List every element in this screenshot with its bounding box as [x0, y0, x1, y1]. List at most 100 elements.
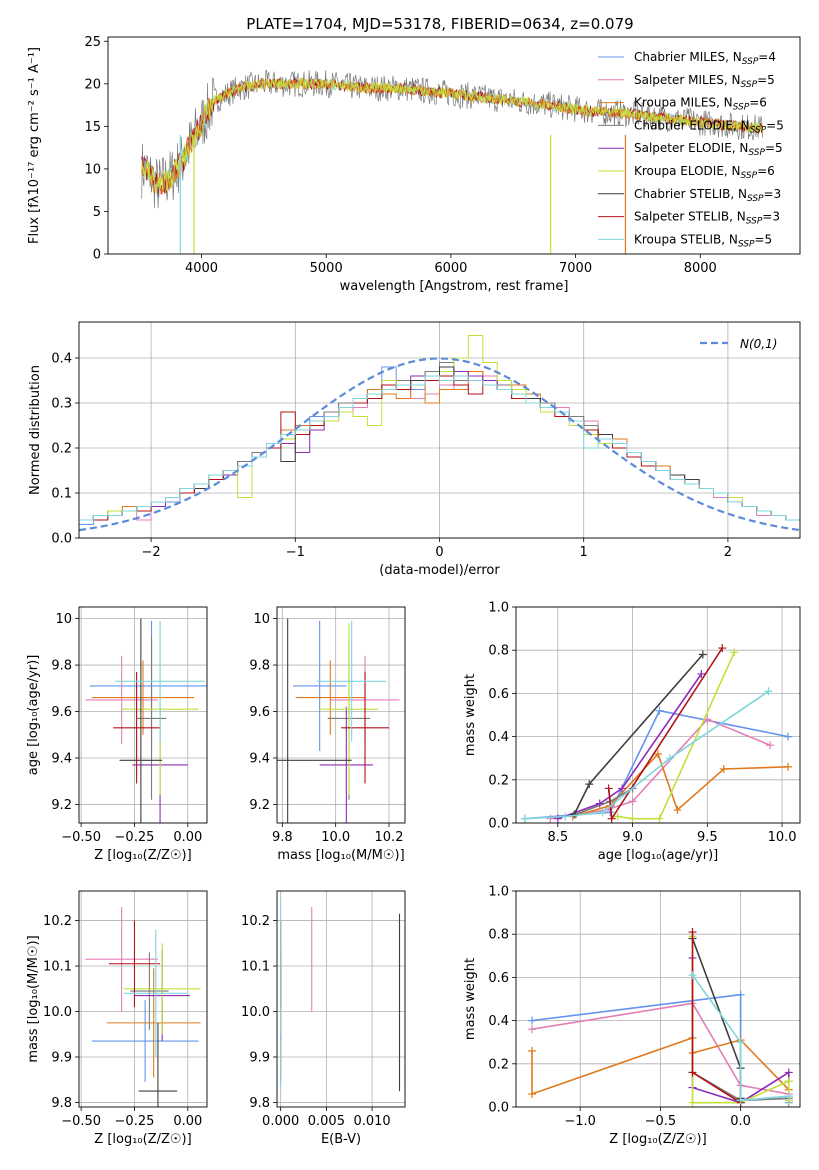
legend-entry: Salpeter MILES, NSSP=5	[634, 73, 775, 90]
age-vs-Z-ylabel: age [log₁₀(age/yr)]	[26, 655, 41, 776]
weight-vs-age-ytick-label: 0.0	[488, 817, 509, 832]
spectrum-xtick-label: 7000	[559, 261, 592, 276]
legend-rest: =6	[757, 164, 775, 178]
legend-entry: Kroupa STELIB, NSSP=5	[634, 232, 772, 249]
legend-subscript: SSP	[747, 194, 764, 204]
mass-vs-Z-xtick-label: −0.25	[115, 1114, 155, 1129]
legend-entry: Chabrier MILES, NSSP=4	[634, 50, 776, 67]
age-vs-Z-ytick-label: 10	[55, 612, 72, 627]
weight-vs-age-marker	[628, 814, 637, 823]
legend-entry: Salpeter STELIB, NSSP=3	[634, 210, 780, 227]
weight-vs-age-marker	[598, 808, 607, 817]
weight-vs-age-plot	[520, 644, 793, 823]
weight-vs-Z-marker	[784, 1092, 793, 1101]
mass-vs-Z-ytick-label: 10.1	[43, 960, 72, 975]
legend-rest: =4	[758, 50, 776, 64]
mass-vs-EBV-ytick-label: 10.2	[241, 914, 270, 929]
weight-vs-Z-ytick-label: 0.6	[488, 971, 509, 986]
mass-vs-Z-ytick-label: 10.2	[43, 914, 72, 929]
weight-vs-age-series-0	[524, 709, 789, 820]
weight-vs-age-marker	[784, 762, 793, 771]
residuals-ytick-label: 0.1	[51, 487, 72, 502]
age-vs-Z-xtick-label: −0.50	[61, 830, 101, 845]
mass-vs-EBV-xtick-label: 0.010	[353, 1114, 390, 1129]
legend-subscript: SSP	[741, 80, 758, 90]
residuals-ylabel: Normed distribution	[28, 365, 43, 495]
legend-rest: =3	[762, 210, 780, 224]
mass-vs-EBV-ytick-label: 10.0	[241, 1005, 270, 1020]
mass-vs-Z-xtick-label: 0.00	[173, 1114, 202, 1129]
weight-vs-age-xtick-label: 10.0	[768, 830, 797, 845]
weight-vs-Z-marker	[688, 971, 697, 980]
legend-subscript: SSP	[738, 239, 755, 249]
weight-vs-age-marker	[697, 669, 706, 678]
weight-vs-Z-series-8	[691, 974, 789, 1102]
weight-vs-age-ytick-label: 0.8	[488, 644, 509, 659]
histogram-8	[79, 375, 800, 538]
weight-vs-age-series-4	[557, 673, 702, 820]
legend-rest: =5	[754, 232, 772, 246]
mass-vs-EBV-plot	[280, 897, 401, 1092]
legend-rest: =5	[766, 118, 784, 132]
spectrum-xlabel: wavelength [Angstrom, rest frame]	[340, 279, 569, 294]
spectrum-model-line	[141, 77, 763, 195]
mass-vs-EBV-xtick-label: 0.005	[308, 1114, 345, 1129]
legend-subscript: SSP	[748, 148, 765, 158]
weight-vs-age-marker	[585, 780, 594, 789]
spectrum-ytick-label: 10	[84, 162, 101, 177]
weight-vs-age-marker	[784, 732, 793, 741]
weight-vs-Z-marker	[784, 1068, 793, 1077]
age-vs-mass-xtick-label: 10.2	[375, 830, 404, 845]
weight-vs-age-marker	[698, 650, 707, 659]
residuals-xtick-label: −2	[142, 545, 161, 560]
residuals-xtick-label: 0	[435, 545, 443, 560]
spectrum-xtick-label: 5000	[310, 261, 343, 276]
weight-vs-age-marker	[546, 814, 555, 823]
weight-vs-age-marker	[665, 754, 674, 763]
spectrum-ytick-label: 25	[84, 35, 101, 50]
weight-vs-Z-marker	[688, 928, 697, 937]
residuals-ytick-label: 0.0	[51, 532, 72, 547]
age-vs-mass-xtick-label: 9.8	[272, 830, 293, 845]
legend-rest: =5	[757, 73, 775, 87]
weight-vs-age-xtick-label: 9.0	[622, 830, 643, 845]
weight-vs-age-marker	[520, 814, 529, 823]
weight-vs-age-marker	[553, 814, 562, 823]
age-vs-Z-ytick-label: 9.2	[51, 798, 72, 813]
legend-entry: Chabrier STELIB, NSSP=3	[634, 187, 781, 204]
age-vs-mass-ytick-label: 9.6	[249, 705, 270, 720]
age-vs-mass-ytick-label: 9.4	[249, 751, 270, 766]
spectrum-ytick-label: 15	[84, 120, 101, 135]
residuals-xlabel: (data-model)/error	[379, 563, 500, 578]
legend-subscript: SSP	[741, 171, 758, 181]
weight-vs-Z-ytick-label: 1.0	[488, 885, 509, 900]
weight-vs-Z-ylabel: mass weight	[463, 958, 478, 1040]
age-vs-mass-ytick-label: 9.8	[249, 659, 270, 674]
legend-entry: Salpeter ELODIE, NSSP=5	[634, 141, 783, 158]
weight-vs-age-series-6	[573, 653, 704, 815]
mass-vs-Z-frame	[78, 890, 208, 1108]
weight-vs-age-ytick-label: 0.2	[488, 773, 509, 788]
gaussian-curve	[79, 357, 800, 532]
weight-vs-age-marker	[764, 687, 773, 696]
mass-vs-EBV-xtick-label: 0.000	[262, 1114, 299, 1129]
weight-vs-age-marker	[595, 799, 604, 808]
weight-vs-age-marker	[561, 812, 570, 821]
weight-vs-Z-ytick-label: 0.2	[488, 1057, 509, 1072]
weight-vs-age-ytick-label: 0.6	[488, 687, 509, 702]
weight-vs-age-series-5	[617, 652, 735, 820]
spectrum-ytick-label: 5	[93, 205, 101, 220]
weight-vs-Z-xlabel: Z [log₁₀(Z/Z☉)]	[609, 1132, 706, 1147]
residuals-ytick-label: 0.2	[51, 442, 72, 457]
age-vs-mass-xtick-label: 10.0	[321, 830, 350, 845]
legend-rest: =6	[749, 96, 767, 110]
spectrum-xtick-label: 6000	[434, 261, 467, 276]
spectrum-ytick-label: 0	[93, 248, 101, 263]
weight-vs-age-marker	[613, 812, 622, 821]
mass-vs-Z-ytick-label: 9.8	[51, 1096, 72, 1111]
weight-vs-age-marker	[655, 814, 664, 823]
legend-entry: Chabrier ELODIE, NSSP=5	[634, 118, 784, 135]
weight-vs-age-marker	[730, 648, 739, 657]
mass-vs-Z-plot	[85, 906, 201, 1107]
residuals-plot	[79, 335, 800, 538]
